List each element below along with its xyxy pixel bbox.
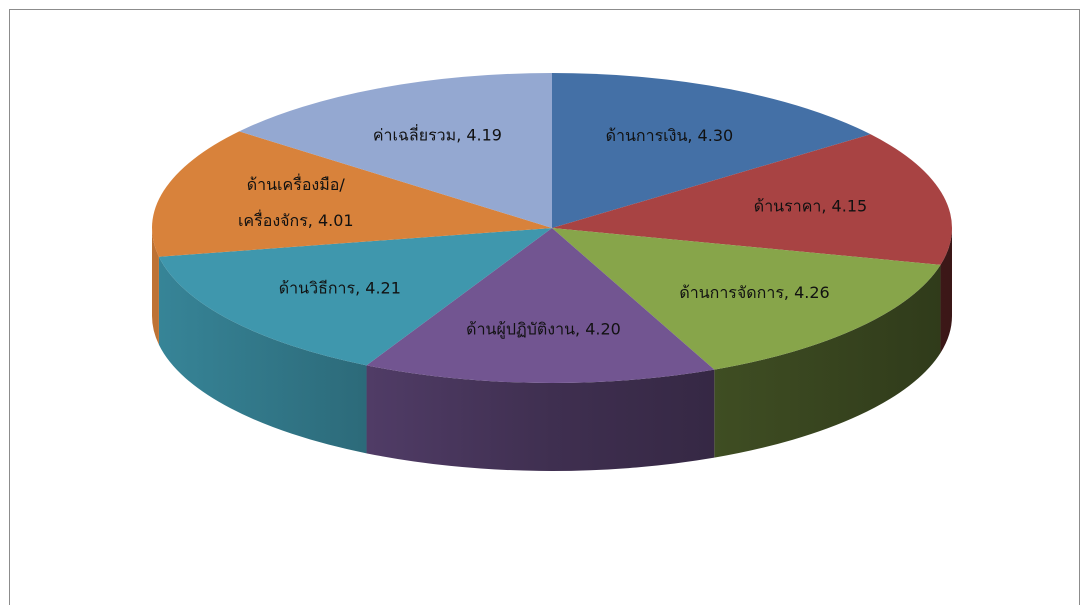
data-label-3: ด้านผู้ปฏิบัติงาน, 4.20 <box>466 320 621 340</box>
data-label-4: ด้านวิธีการ, 4.21 <box>279 278 401 297</box>
pie-side-3 <box>366 365 715 471</box>
pie-side-walls <box>152 228 952 471</box>
data-label-0: ด้านการเงิน, 4.30 <box>606 126 734 145</box>
pie-slice-5 <box>152 131 553 257</box>
data-label-1: ด้านราคา, 4.15 <box>754 197 867 216</box>
pie-slice-0 <box>552 73 871 228</box>
pie-side-2 <box>714 264 941 458</box>
data-labels: ด้านการเงิน, 4.30 ด้านราคา, 4.15 ด้านการจั… <box>238 123 867 339</box>
pie-slice-1 <box>552 134 952 265</box>
data-label-6: ค่าเฉลี่ยรวม, 4.19 <box>373 123 502 144</box>
data-label-2: ด้านการจัดการ, 4.26 <box>679 283 829 302</box>
data-label-5-line-1: เครื่องจักร, 4.01 <box>238 209 354 230</box>
pie-side-5 <box>152 228 159 345</box>
data-label-5-line-0: ด้านเครื่องมือ/ <box>247 173 346 194</box>
pie-slice-3 <box>366 228 715 384</box>
pie-slice-6 <box>239 73 552 228</box>
pie-slice-4 <box>158 228 552 366</box>
pie-side-1 <box>940 228 952 353</box>
pie-slices <box>152 73 952 384</box>
pie-side-4 <box>158 256 367 454</box>
pie-slice-2 <box>552 228 941 370</box>
